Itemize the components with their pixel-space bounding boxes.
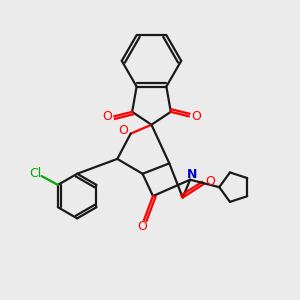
- Text: Cl: Cl: [29, 167, 41, 180]
- Text: O: O: [138, 220, 148, 233]
- Text: N: N: [187, 168, 198, 181]
- Text: O: O: [205, 175, 215, 188]
- Text: O: O: [191, 110, 201, 123]
- Text: O: O: [118, 124, 128, 136]
- Text: O: O: [102, 110, 112, 123]
